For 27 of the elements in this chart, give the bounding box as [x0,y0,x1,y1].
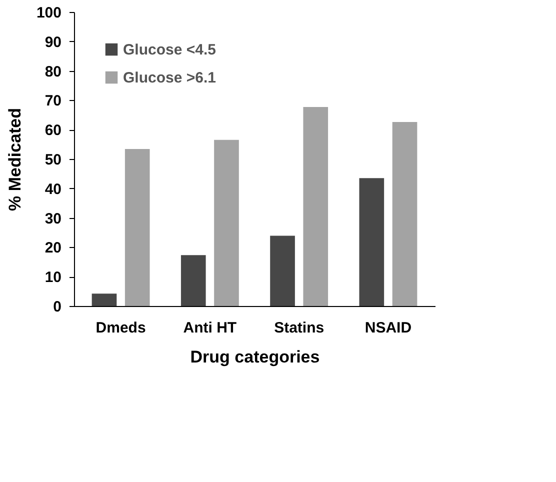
legend-label: Glucose <4.5 [123,42,216,58]
x-tick-label: Dmeds [96,320,146,336]
x-tick-label: Statins [274,320,324,336]
y-tick-label: 100 [36,4,62,22]
y-tick-label: 60 [44,122,62,140]
bar [124,149,150,306]
bar [92,294,117,306]
y-tick-label: 10 [44,269,62,286]
x-tick-label: Anti HT [183,320,237,336]
legend-label: Glucose >6.1 [123,70,216,86]
bar [392,122,418,306]
bar [303,106,328,306]
bar [214,140,239,306]
y-tick-label: 90 [44,34,62,51]
bar [359,178,384,306]
y-tick-label: 80 [44,63,62,80]
y-axis-title: % Medicated [5,108,24,211]
bar [180,255,206,306]
y-tick-label: 70 [44,92,62,110]
y-tick-label: 40 [44,180,62,198]
x-tick-label: NSAID [364,320,412,336]
x-axis-title: Drug categories [190,348,320,366]
y-tick-label: 50 [44,152,62,168]
bar [270,236,295,306]
y-tick-label: 30 [44,210,62,228]
y-tick-label: 20 [44,240,62,257]
y-tick-label: 0 [53,298,62,316]
